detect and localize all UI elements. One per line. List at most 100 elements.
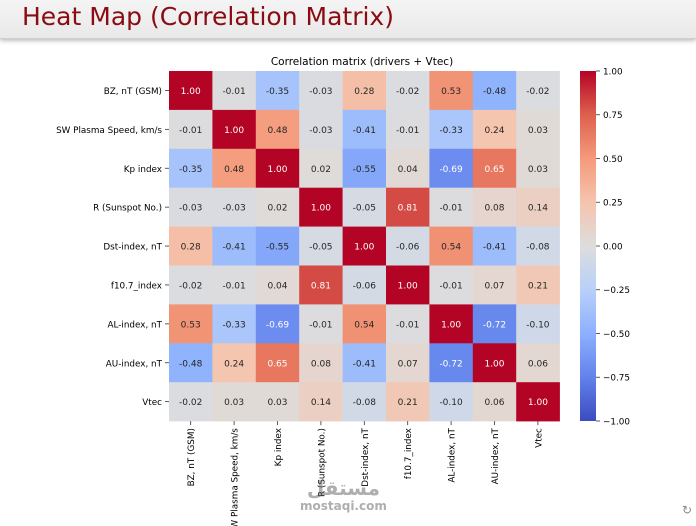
x-tick-label: f10.7_index: [404, 428, 414, 479]
colorbar-tick-label: −0.50: [603, 330, 630, 340]
heatmap-cell: [169, 109, 213, 150]
heatmap-cell: [212, 109, 257, 150]
heatmap-cell: [299, 148, 343, 188]
cell-value-label: 0.08: [311, 359, 331, 369]
heatmap-cell: [255, 343, 300, 383]
cell-value-label: 0.03: [224, 398, 244, 408]
cell-value-label: -0.01: [222, 281, 245, 291]
cell-value-label: -0.55: [353, 165, 376, 175]
cell-value-label: 0.53: [441, 87, 461, 97]
heatmap-cell: [169, 226, 213, 266]
cell-value-label: 1.00: [441, 320, 461, 330]
heatmap-cell: [516, 71, 560, 111]
colorbar-tick-label: 1.00: [603, 67, 623, 77]
colorbar-tick-label: 0.00: [603, 242, 623, 252]
cell-value-label: -0.05: [353, 204, 376, 214]
heatmap-cell: [429, 226, 474, 266]
colorbar-ticks: 1.00 0.75 0.50 0.25 0.00 −0.25 −0.50 −0.75 −1.00: [596, 67, 630, 427]
heatmap-cell: [386, 148, 430, 188]
heatmap-cell: [342, 265, 387, 305]
heatmap-cell: [386, 265, 430, 305]
cell-value-label: -0.03: [179, 204, 202, 214]
cell-value-label: 0.02: [311, 165, 331, 175]
y-tick-label: AU-index, nT: [106, 359, 163, 369]
cell-value-label: -0.02: [526, 87, 549, 97]
heatmap-cell: [299, 304, 343, 344]
cell-value-label: -0.10: [439, 398, 463, 408]
cell-value-label: 0.21: [398, 398, 418, 408]
cell-value-label: 0.03: [528, 165, 548, 175]
x-axis-labels: BZ, nT (GSM) SW Plasma Speed, km/s Kp inde…: [187, 421, 544, 526]
heatmap-cell: [429, 71, 474, 111]
cell-value-label: 0.53: [181, 320, 201, 330]
heatmap-cell: [255, 148, 300, 188]
cell-value-label: -0.01: [439, 281, 462, 291]
cell-value-label: 0.54: [441, 243, 461, 253]
heatmap-cell: [342, 71, 387, 111]
heatmap-cell: [212, 148, 257, 188]
cell-value-label: 0.81: [398, 204, 418, 214]
heatmap-cell: [386, 187, 430, 227]
y-tick-label: R (Sunspot No.): [93, 204, 162, 214]
slide-title: Heat Map (Correlation Matrix): [22, 2, 394, 31]
y-tick-label: f10.7_index: [111, 281, 162, 291]
heatmap-cell: [472, 382, 517, 422]
cell-value-label: -0.01: [222, 87, 245, 97]
heatmap-cell: [255, 226, 300, 266]
y-tick-label: BZ, nT (GSM): [104, 87, 162, 97]
heatmap-cell: [212, 304, 257, 344]
heatmap-cell: [472, 343, 517, 383]
cell-value-label: -0.05: [309, 243, 332, 253]
y-tick-label: Dst-index, nT: [103, 243, 162, 253]
cell-value-label: -0.55: [266, 243, 289, 253]
cell-value-label: 1.00: [484, 359, 504, 369]
x-tick-label: R (Sunspot No.): [317, 428, 327, 497]
cell-value-label: 0.14: [528, 204, 548, 214]
heatmap-cell: [169, 71, 213, 111]
heatmap-cell: [299, 343, 343, 383]
cell-value-label: 0.48: [267, 126, 287, 136]
heatmap-cell: [299, 226, 343, 266]
heatmap-cell: [386, 343, 430, 383]
heatmap-cell: [516, 109, 560, 150]
cell-value-label: 0.04: [398, 165, 418, 175]
heatmap-cells: 1.00 -0.01 -0.35 -0.03 0.28 -0.02 0.53 -0.48 -0.…: [169, 71, 560, 422]
heatmap-cell: [169, 382, 213, 422]
heatmap-cell: [212, 71, 257, 111]
refresh-icon[interactable]: ↻: [682, 503, 693, 517]
slide-header: Heat Map (Correlation Matrix): [0, 0, 696, 39]
cell-value-label: -0.41: [483, 243, 506, 253]
colorbar: [580, 71, 596, 421]
heatmap-cell: [516, 343, 560, 383]
heatmap-cell: [212, 187, 257, 227]
x-tick-label: Vtec: [534, 428, 544, 448]
cell-value-label: 0.02: [267, 204, 287, 214]
x-tick-label: SW Plasma Speed, km/s: [231, 428, 241, 526]
cell-value-label: 0.21: [528, 281, 548, 291]
cell-value-label: -0.10: [526, 320, 550, 330]
heatmap-cell: [342, 148, 387, 188]
cell-value-label: -0.41: [353, 359, 376, 369]
cell-value-label: 1.00: [354, 243, 374, 253]
heatmap-cell: [212, 265, 257, 305]
heatmap-cell: [516, 304, 560, 344]
heatmap-cell: [255, 187, 300, 227]
heatmap-cell: [516, 382, 560, 422]
heatmap-cell: [386, 382, 430, 422]
heatmap-cell: [169, 265, 213, 305]
colorbar-tick-label: −0.25: [603, 286, 630, 296]
x-tick-label: BZ, nT (GSM): [187, 428, 197, 486]
x-tick-label: Dst-index, nT: [361, 427, 371, 486]
y-tick-label: Vtec: [142, 398, 162, 408]
cell-value-label: -0.69: [439, 165, 463, 175]
cell-value-label: 0.28: [354, 87, 374, 97]
cell-value-label: -0.72: [483, 320, 506, 330]
cell-value-label: -0.33: [439, 126, 462, 136]
heatmap-cell: [169, 187, 213, 227]
cell-value-label: 1.00: [267, 165, 287, 175]
heatmap-cell: [472, 304, 517, 344]
cell-value-label: 0.54: [354, 320, 374, 330]
heatmap-cell: [516, 187, 560, 227]
heatmap-cell: [472, 226, 517, 266]
cell-value-label: 0.03: [267, 398, 287, 408]
